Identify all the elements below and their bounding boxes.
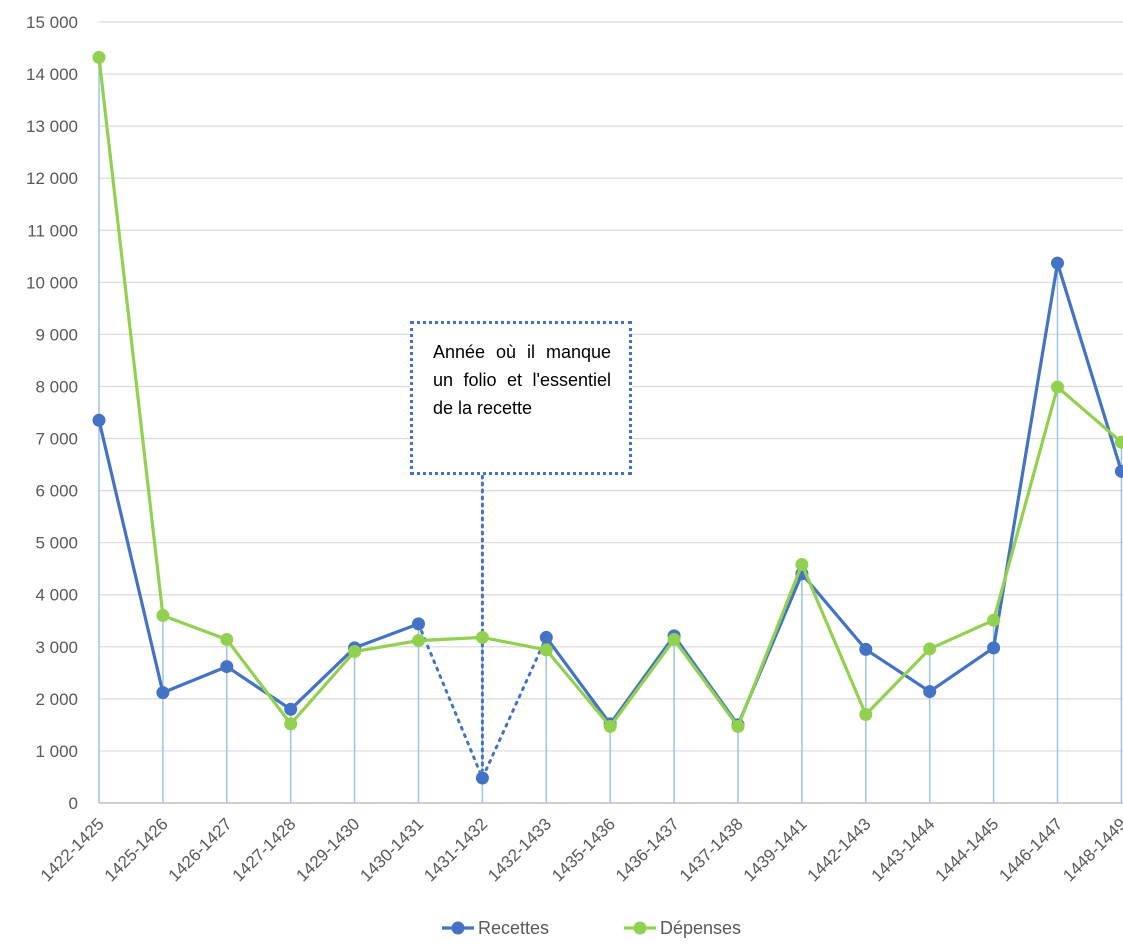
y-tick-label: 5 000 (35, 534, 78, 553)
series-line (97, 261, 1123, 727)
x-tick-label: 1448-1449 (1059, 814, 1123, 885)
data-point (987, 613, 1001, 627)
legend-swatch-marker (451, 921, 465, 935)
legend-label: Dépenses (660, 918, 741, 938)
data-point (923, 642, 937, 656)
legend-label: Recettes (478, 918, 549, 938)
series-lines (92, 50, 1123, 785)
x-tick-label: 1443-1444 (868, 814, 939, 885)
data-point (284, 717, 298, 731)
y-tick-label: 7 000 (35, 430, 78, 449)
x-tick-label: 1427-1428 (229, 814, 300, 885)
data-point (412, 617, 425, 631)
data-point (1114, 464, 1123, 478)
y-tick-label: 0 (69, 794, 78, 813)
legend-item: Recettes (442, 918, 549, 938)
data-point (923, 685, 937, 699)
x-tick-label: 1426-1427 (165, 814, 236, 885)
legend-item: Dépenses (624, 918, 741, 938)
y-tick-label: 4 000 (35, 586, 78, 605)
series-Dépenses (92, 50, 1123, 733)
y-tick-label: 6 000 (35, 482, 78, 501)
data-point (412, 634, 425, 648)
y-tick-label: 11 000 (27, 221, 78, 240)
series-Recettes (92, 256, 1123, 785)
x-tick-label: 1429-1430 (292, 814, 363, 885)
x-tick-label: 1437-1438 (676, 814, 747, 885)
y-axis-ticks: 0 1 000 2 000 3 000 4 000 5 000 6 000 7 000 8 00… (26, 13, 78, 813)
y-tick-label: 3 000 (35, 638, 78, 657)
legend: Recettes Dépenses (442, 918, 741, 938)
x-tick-label: 1442-1443 (804, 814, 875, 885)
y-tick-label: 2 000 (35, 690, 78, 709)
y-tick-label: 9 000 (35, 325, 78, 344)
data-point (859, 642, 873, 656)
data-point (667, 633, 681, 647)
data-point (92, 413, 106, 427)
legend-swatch-marker (633, 921, 647, 935)
x-tick-label: 1431-1432 (420, 814, 491, 885)
x-tick-label: 1425-1426 (101, 814, 172, 885)
x-tick-label: 1422-1425 (37, 814, 108, 885)
y-tick-label: 12 000 (26, 169, 78, 188)
data-point (220, 633, 234, 647)
data-point (603, 719, 617, 733)
y-tick-label: 14 000 (26, 65, 78, 84)
x-tick-label: 1435-1436 (548, 814, 619, 885)
y-tick-label: 1 000 (35, 742, 78, 761)
data-point (859, 707, 873, 721)
x-axis-ticks: 1422-14251425-14261426-14271427-14281429… (37, 814, 1123, 885)
data-point (475, 630, 489, 644)
data-point (348, 644, 362, 658)
x-tick-label: 1446-1447 (995, 814, 1066, 885)
data-point (731, 719, 745, 733)
x-tick-label: 1444-1445 (931, 814, 1002, 885)
data-point (987, 641, 1001, 655)
data-point (156, 686, 170, 700)
data-point (795, 558, 809, 572)
data-point (1051, 380, 1064, 394)
data-point (1114, 435, 1123, 449)
annotation-callout: Année où il manque un folio et l'essenti… (410, 321, 632, 475)
data-point (539, 630, 553, 644)
annotation-text: Année où il manque un folio et l'essenti… (433, 342, 611, 418)
y-tick-label: 10 000 (26, 273, 78, 292)
data-point (475, 771, 489, 785)
x-tick-label: 1432-1433 (484, 814, 555, 885)
x-tick-label: 1436-1437 (612, 814, 683, 885)
gridlines (99, 21, 1123, 752)
x-tick-label: 1439-1441 (740, 814, 811, 885)
y-tick-label: 8 000 (35, 377, 78, 396)
x-tick-label: 1430-1431 (356, 814, 427, 885)
y-tick-label: 15 000 (26, 13, 78, 32)
data-point (539, 643, 553, 657)
data-point (92, 50, 106, 64)
data-point (284, 702, 298, 716)
data-point (156, 609, 170, 623)
data-point (220, 660, 234, 674)
y-tick-label: 13 000 (26, 117, 78, 136)
data-point (1051, 256, 1064, 270)
